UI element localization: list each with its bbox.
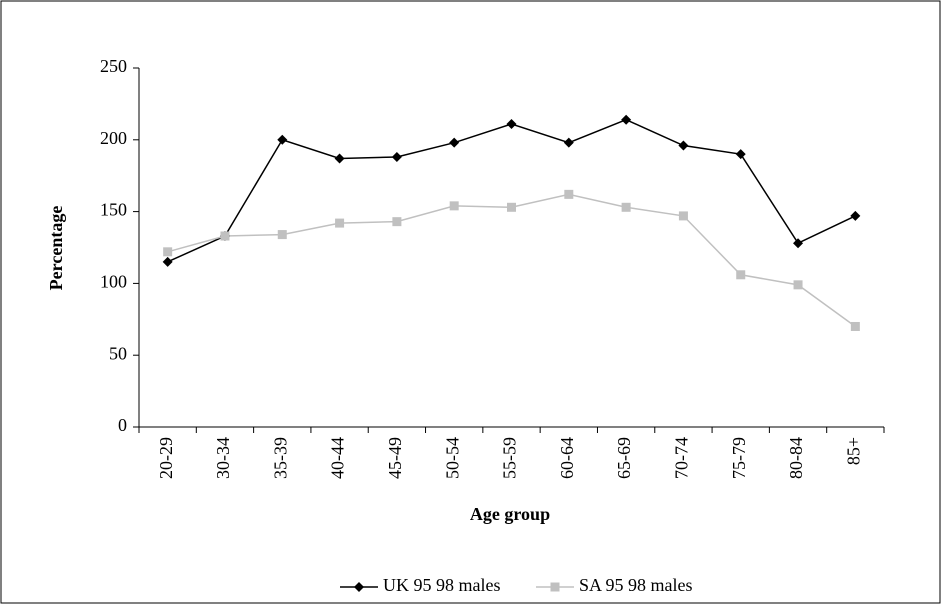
x-tick-label: 45-49 [385,437,405,479]
point [506,119,517,130]
point [391,152,402,163]
point [220,231,230,241]
point [563,137,574,148]
x-tick-label: 20-29 [156,437,176,479]
x-tick-label: 80-84 [786,437,806,479]
point [850,210,861,221]
x-tick-label: 65-69 [614,437,634,479]
x-tick-label: 30-34 [213,437,233,479]
point [277,230,287,240]
point [850,321,860,331]
point [392,217,402,227]
legend-marker [550,582,560,592]
point [335,218,345,228]
point [449,201,459,211]
y-tick-label: 50 [109,343,127,363]
point [449,137,460,148]
y-tick-label: 200 [100,128,127,148]
point [507,202,516,212]
x-tick-label: 40-44 [328,437,348,479]
point [678,211,688,221]
point [163,247,173,257]
x-axis-title: Age group [470,504,550,524]
y-tick-label: 250 [100,56,127,76]
point [735,149,746,160]
x-tick-label: 60-64 [557,437,577,479]
y-tick-label: 150 [100,200,127,220]
point [277,134,288,145]
point [793,280,803,290]
x-tick-label: 50-54 [442,437,462,479]
x-tick-label: 75-79 [729,437,749,479]
x-tick-label: 55-59 [500,437,520,479]
point [793,238,804,249]
legend-label: SA 95 98 males [579,575,693,595]
x-tick-label: 35-39 [270,437,290,479]
y-axis-title: Percentage [46,206,66,291]
x-tick-label: 85+ [843,437,863,465]
y-tick-label: 100 [100,272,127,292]
y-tick-label: 0 [118,415,127,435]
point [334,153,345,164]
point [564,189,574,199]
point [678,140,689,151]
point [162,256,173,267]
point [621,202,631,212]
x-tick-label: 70-74 [672,437,692,479]
legend-label: UK 95 98 males [383,575,500,595]
point [621,114,632,125]
point [736,270,746,280]
legend-marker [354,582,364,592]
